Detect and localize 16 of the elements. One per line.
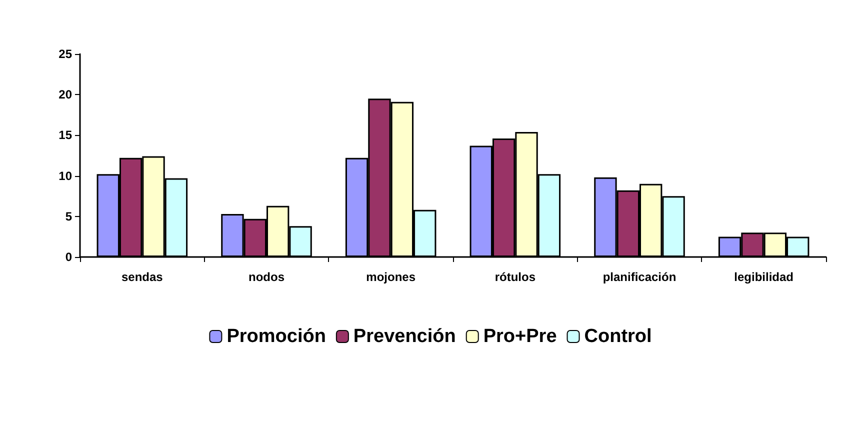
legend-label: Promoción bbox=[226, 326, 326, 347]
x-tick-label: sendas bbox=[121, 270, 164, 284]
x-tick-label: nodos bbox=[248, 270, 285, 284]
x-tick-label: mojones bbox=[366, 270, 416, 284]
legend-label: Pro+Pre bbox=[483, 326, 557, 347]
x-tick-label: rótulos bbox=[494, 270, 536, 284]
x-tick-label: legibilidad bbox=[734, 270, 794, 284]
y-tick-label: 10 bbox=[58, 168, 72, 183]
y-tick-label: 15 bbox=[58, 128, 72, 142]
y-tick-label: 20 bbox=[58, 88, 72, 102]
y-tick-label: 25 bbox=[58, 47, 72, 61]
y-tick-label: 5 bbox=[65, 209, 72, 224]
x-tick-label: planificación bbox=[602, 270, 676, 284]
y-tick-label: 0 bbox=[65, 250, 72, 264]
legend-label: Control bbox=[584, 326, 652, 347]
legend-label: Prevención bbox=[353, 326, 456, 347]
